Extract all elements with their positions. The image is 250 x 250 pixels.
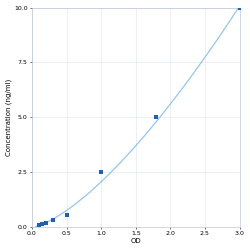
Point <box>40 222 44 226</box>
Point <box>37 224 41 228</box>
Point <box>64 213 68 217</box>
Point <box>51 218 55 222</box>
Point <box>99 170 103 174</box>
Y-axis label: Concentration (ng/ml): Concentration (ng/ml) <box>6 79 12 156</box>
Point <box>154 116 158 119</box>
Point <box>44 221 48 225</box>
Point <box>238 6 242 10</box>
X-axis label: OD: OD <box>130 238 141 244</box>
